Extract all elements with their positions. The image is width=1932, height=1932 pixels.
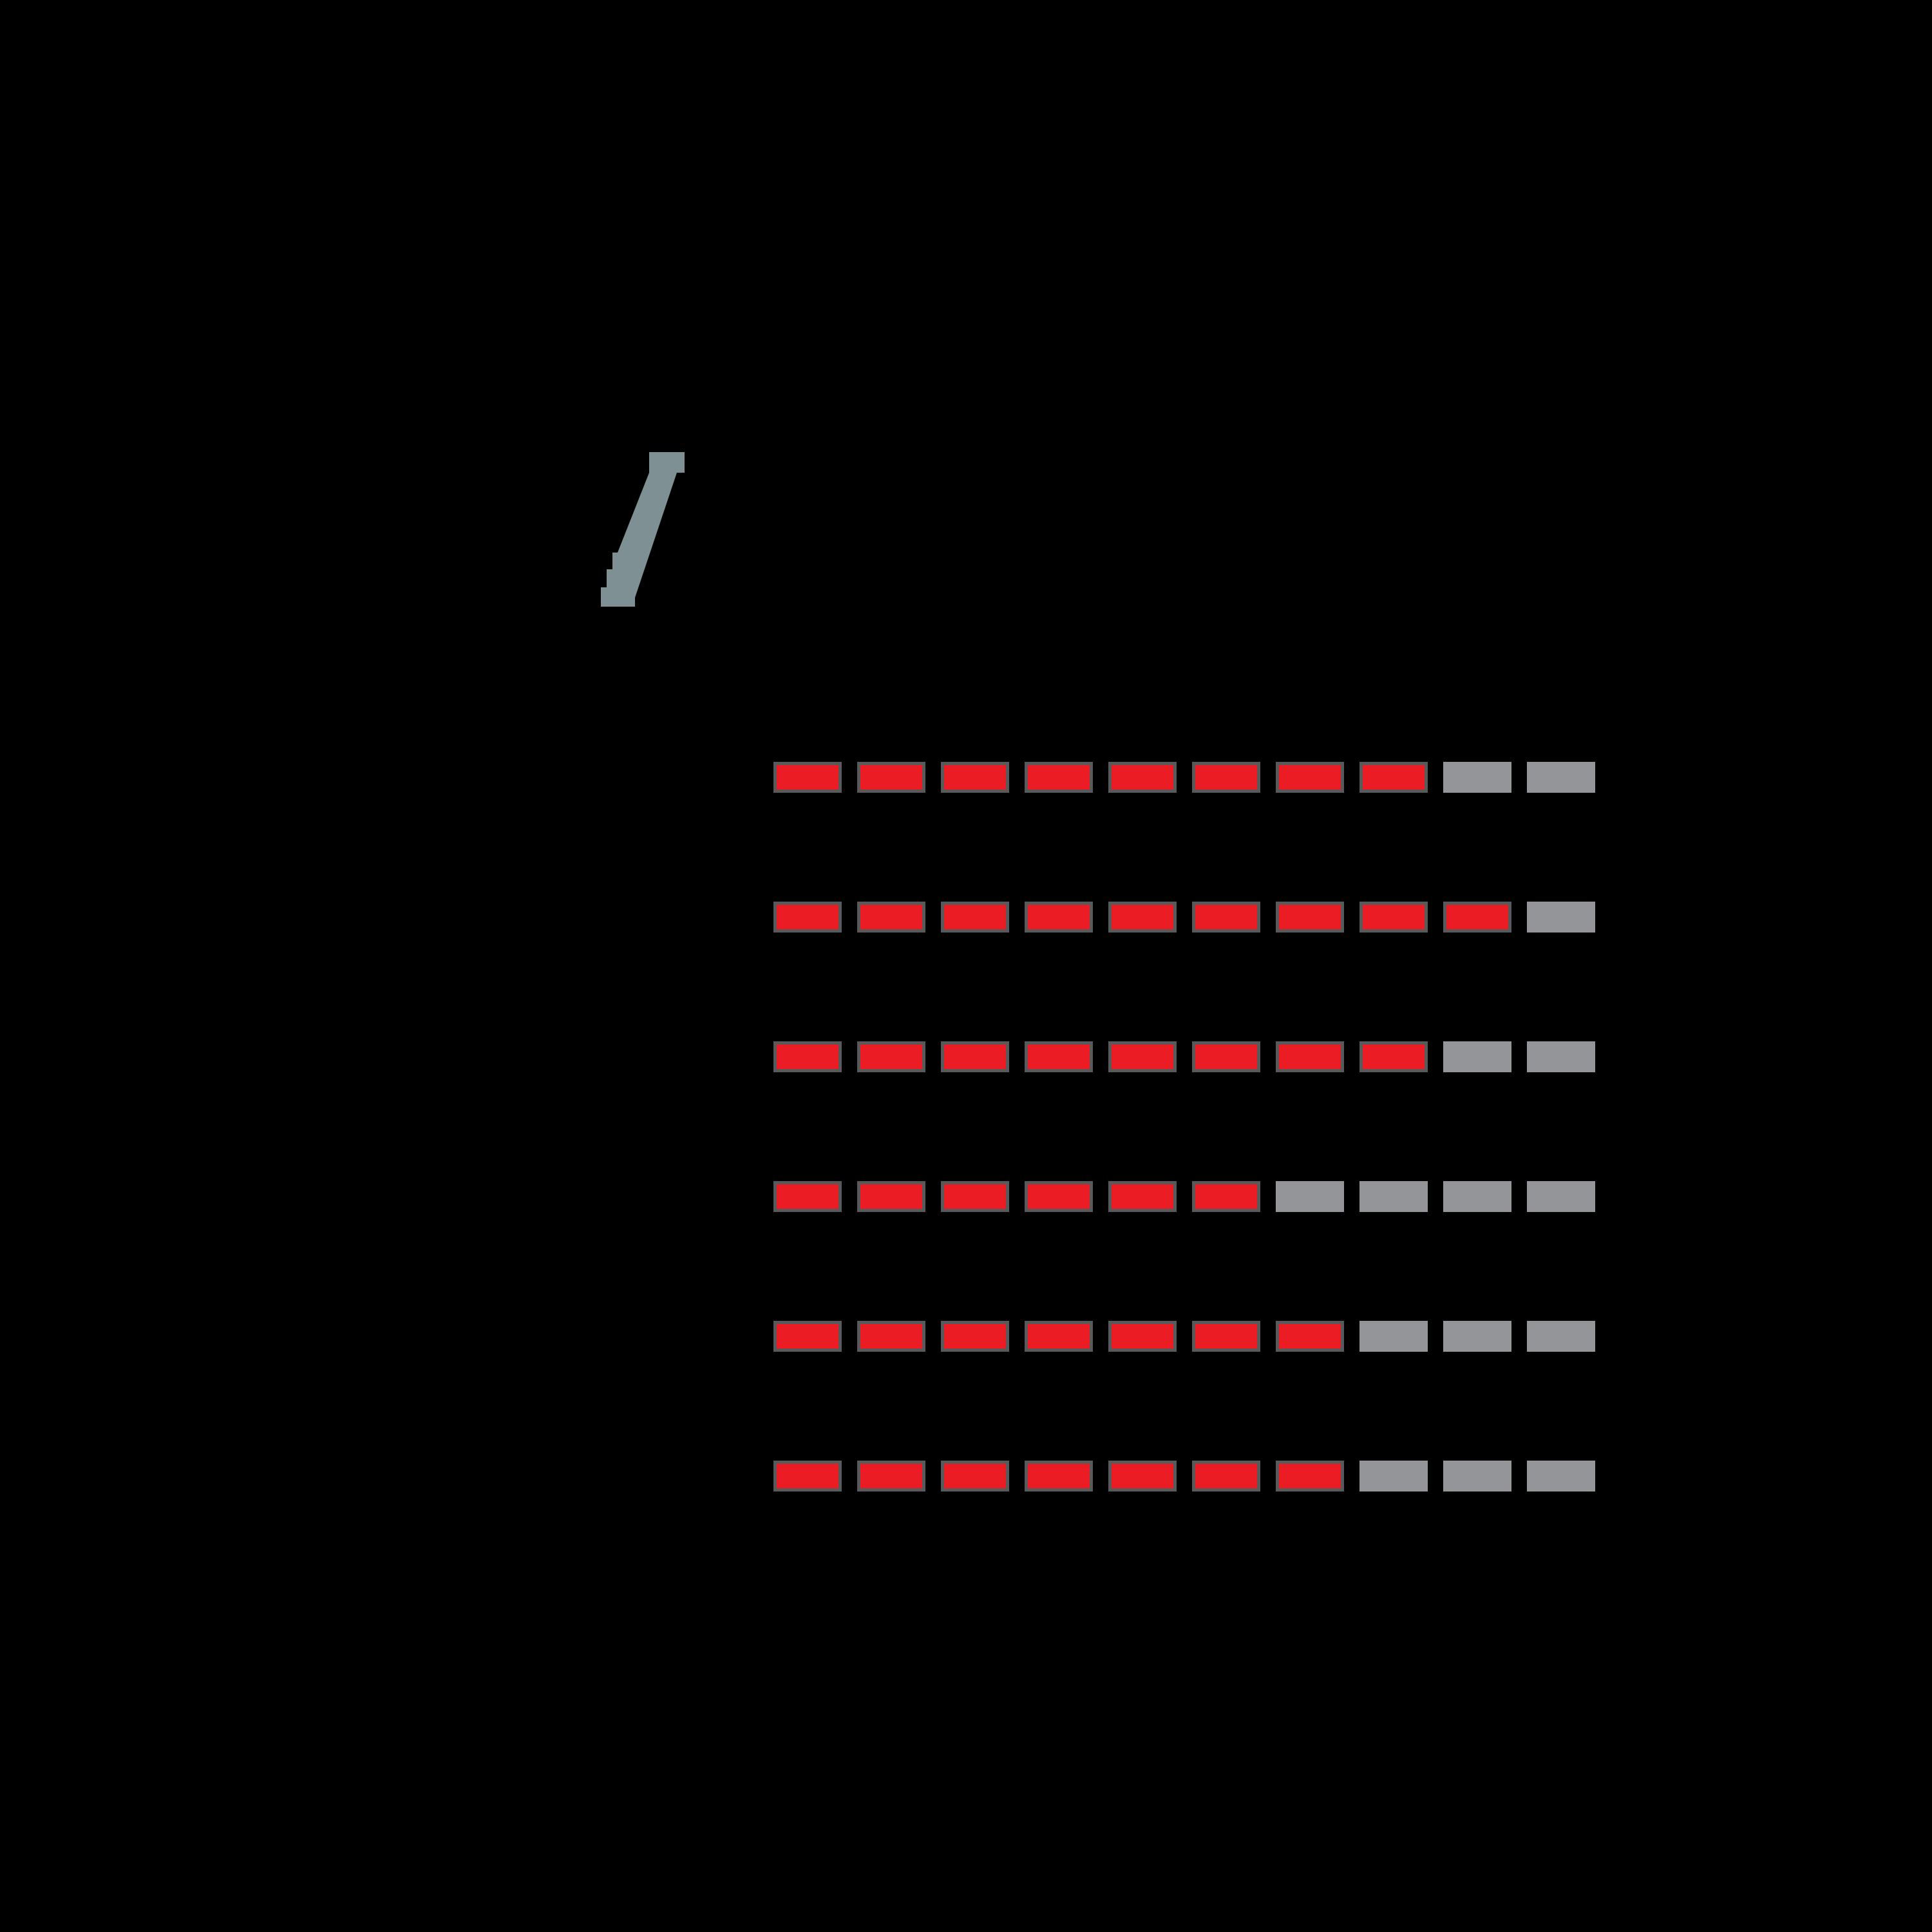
rating-segment-filled bbox=[857, 1321, 925, 1352]
rating-segment-filled bbox=[1192, 902, 1260, 933]
rating-segment-filled bbox=[1192, 1181, 1260, 1212]
rating-segment-filled bbox=[773, 1461, 842, 1492]
rating-segment-filled bbox=[1359, 762, 1428, 793]
rating-segment-filled bbox=[941, 1321, 1009, 1352]
rating-segment-filled bbox=[1192, 1461, 1260, 1492]
rating-segment-empty bbox=[1527, 902, 1595, 933]
rating-segment-filled bbox=[857, 1041, 925, 1072]
rating-segment-filled bbox=[941, 762, 1009, 793]
rating-segment-filled bbox=[1443, 902, 1511, 933]
rating-segment-filled bbox=[773, 1321, 842, 1352]
rating-segment-filled bbox=[1192, 1321, 1260, 1352]
rating-segment-filled bbox=[1025, 902, 1093, 933]
rating-segment-filled bbox=[1276, 762, 1344, 793]
rating-segment-empty bbox=[1443, 1041, 1511, 1072]
rating-segment-empty bbox=[1527, 1321, 1595, 1352]
rating-segment-empty bbox=[1359, 1461, 1428, 1492]
rating-segment-filled bbox=[941, 1461, 1009, 1492]
slash-glyph-shape bbox=[601, 452, 685, 607]
rating-segment-empty bbox=[1527, 1461, 1595, 1492]
rating-segment-filled bbox=[941, 1181, 1009, 1212]
rating-segment-filled bbox=[1025, 1321, 1093, 1352]
rating-segment-filled bbox=[1108, 902, 1177, 933]
rating-segment-filled bbox=[857, 902, 925, 933]
rating-segment-filled bbox=[1276, 902, 1344, 933]
rating-segment-filled bbox=[1108, 762, 1177, 793]
rating-segment-filled bbox=[1359, 902, 1428, 933]
rating-segment-filled bbox=[941, 902, 1009, 933]
rating-segment-filled bbox=[1025, 1041, 1093, 1072]
rating-segment-empty bbox=[1359, 1321, 1428, 1352]
rating-segment-filled bbox=[857, 1461, 925, 1492]
rating-segment-filled bbox=[1108, 1041, 1177, 1072]
rating-segment-empty bbox=[1527, 762, 1595, 793]
rating-segment-filled bbox=[1025, 762, 1093, 793]
rating-segment-filled bbox=[1276, 1041, 1344, 1072]
rating-segment-empty bbox=[1443, 1181, 1511, 1212]
rating-segment-filled bbox=[1192, 1041, 1260, 1072]
rating-segment-empty bbox=[1443, 1321, 1511, 1352]
rating-segment-filled bbox=[1025, 1461, 1093, 1492]
rating-segment-filled bbox=[1276, 1321, 1344, 1352]
rating-segment-filled bbox=[941, 1041, 1009, 1072]
rating-segment-filled bbox=[1025, 1181, 1093, 1212]
rating-segment-empty bbox=[1527, 1181, 1595, 1212]
rating-segment-filled bbox=[1108, 1181, 1177, 1212]
rating-segment-filled bbox=[773, 1041, 842, 1072]
rating-segment-empty bbox=[1527, 1041, 1595, 1072]
rating-segment-filled bbox=[1108, 1461, 1177, 1492]
rating-segment-filled bbox=[1359, 1041, 1428, 1072]
rating-segment-empty bbox=[1276, 1181, 1344, 1212]
rating-segment-filled bbox=[1192, 762, 1260, 793]
rating-segment-filled bbox=[773, 902, 842, 933]
rating-segment-filled bbox=[1108, 1321, 1177, 1352]
rating-segment-filled bbox=[773, 762, 842, 793]
rating-segment-filled bbox=[1276, 1461, 1344, 1492]
rating-segment-filled bbox=[857, 762, 925, 793]
rating-segment-filled bbox=[857, 1181, 925, 1212]
rating-segment-filled bbox=[773, 1181, 842, 1212]
rating-segment-empty bbox=[1359, 1181, 1428, 1212]
rating-segment-empty bbox=[1443, 1461, 1511, 1492]
rating-segment-empty bbox=[1443, 762, 1511, 793]
